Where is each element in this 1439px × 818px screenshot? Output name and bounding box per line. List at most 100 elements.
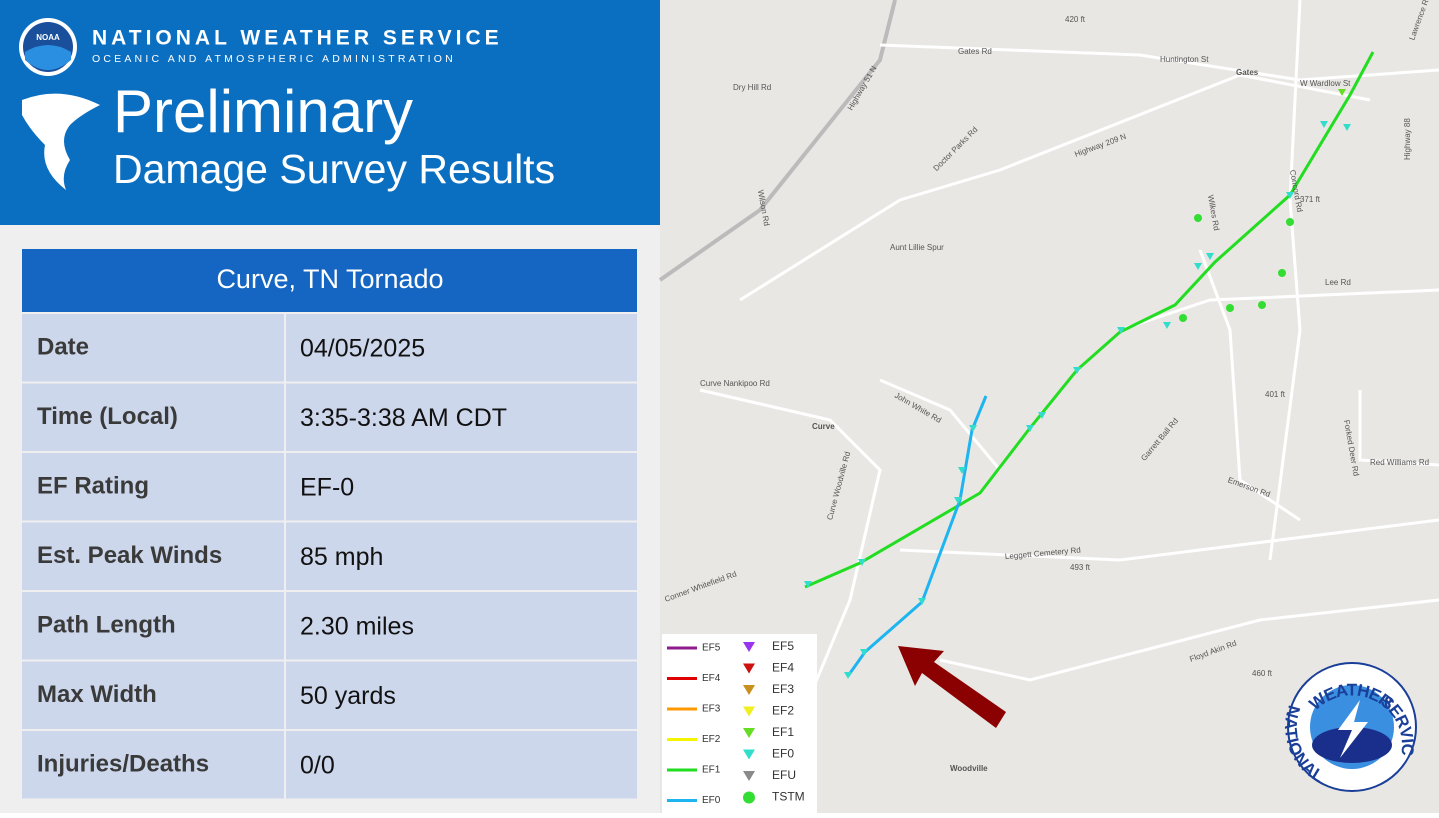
tstm-point bbox=[1179, 314, 1187, 322]
map-label: Huntington St bbox=[1160, 55, 1209, 64]
table-header bbox=[22, 249, 637, 312]
tstm-point bbox=[1258, 301, 1266, 309]
row-value: 2.30 miles bbox=[300, 613, 414, 641]
legend-label: EF3 bbox=[702, 704, 721, 715]
tstm-point bbox=[1226, 304, 1234, 312]
row-label: EF Rating bbox=[37, 472, 149, 499]
damage-point bbox=[1026, 425, 1034, 432]
sub-agency: OCEANIC AND ATMOSPHERIC ADMINISTRATION bbox=[92, 53, 456, 65]
legend-items: EF5 EF4 EF3 EF2 EF1 EF0 EF5 EF4 EF3 EF2 EF1 EF0 EFU T… bbox=[667, 639, 805, 806]
arrow bbox=[898, 646, 1006, 728]
legend-label: EF3 bbox=[772, 682, 794, 696]
legend-label: EFU bbox=[772, 768, 796, 782]
table-cell bbox=[22, 522, 284, 590]
table-cell bbox=[286, 592, 637, 660]
table-cell bbox=[22, 383, 284, 451]
roads bbox=[658, 0, 1439, 721]
legend-label: EF2 bbox=[702, 734, 721, 745]
damage-point bbox=[1073, 367, 1081, 374]
row-label: Date bbox=[37, 333, 89, 360]
damage-point bbox=[954, 497, 962, 504]
row-value: 50 yards bbox=[300, 682, 396, 710]
noaa-text: NOAA bbox=[36, 33, 60, 42]
legend-label: EF4 bbox=[772, 661, 794, 675]
map-label: 493 ft bbox=[1070, 563, 1091, 572]
legend-label: EF1 bbox=[702, 765, 721, 776]
map-label: Highway 88 bbox=[1403, 118, 1412, 160]
tstm-point bbox=[1278, 269, 1286, 277]
damage-point bbox=[1338, 89, 1346, 96]
survey-points bbox=[804, 89, 1351, 679]
map-label: Gates bbox=[1236, 68, 1259, 77]
noaa-wave bbox=[25, 45, 71, 70]
row-label: Time (Local) bbox=[37, 403, 178, 430]
row-label: Path Length bbox=[37, 611, 176, 638]
legend-swatch bbox=[743, 706, 755, 717]
table-cell bbox=[286, 522, 637, 590]
table-title: Curve, TN Tornado bbox=[216, 264, 443, 294]
damage-point bbox=[858, 559, 866, 566]
legend-swatch bbox=[743, 663, 755, 674]
map-label: 460 ft bbox=[1252, 669, 1273, 678]
map-label: Woodville bbox=[950, 764, 988, 773]
legend-swatch bbox=[743, 728, 755, 738]
row-value: 0/0 bbox=[300, 752, 335, 780]
damage-point bbox=[844, 672, 852, 679]
legend-label: TSTM bbox=[772, 790, 805, 804]
table-cell bbox=[286, 661, 637, 729]
row-label: Max Width bbox=[37, 681, 157, 708]
damage-point bbox=[860, 649, 868, 656]
nws-bolt bbox=[1338, 700, 1368, 758]
row-value: 85 mph bbox=[300, 543, 383, 571]
agency: NATIONAL WEATHER SERVICE bbox=[92, 27, 503, 50]
table-cell bbox=[22, 731, 284, 799]
map-label: Red Williams Rd bbox=[1370, 458, 1429, 467]
damage-point bbox=[1343, 124, 1351, 131]
damage-point bbox=[1117, 327, 1125, 334]
damage-point bbox=[1206, 253, 1214, 260]
legend-swatch bbox=[743, 771, 755, 781]
row-value: 04/05/2025 bbox=[300, 335, 425, 363]
damage-point bbox=[1163, 322, 1171, 329]
table-cell bbox=[22, 661, 284, 729]
legend-swatch bbox=[743, 685, 755, 695]
table-cell bbox=[286, 314, 637, 382]
legend-label: EF0 bbox=[702, 795, 721, 806]
header-band bbox=[0, 0, 660, 225]
map-label: 401 ft bbox=[1265, 390, 1286, 399]
table-cell bbox=[22, 314, 284, 382]
map-label: Curve bbox=[812, 422, 835, 431]
map-label: 371 ft bbox=[1300, 195, 1321, 204]
legend-swatch bbox=[743, 749, 755, 760]
tornado-icon bbox=[22, 93, 100, 190]
legend bbox=[662, 634, 817, 813]
damage-point bbox=[1038, 412, 1046, 419]
title: Preliminary bbox=[113, 78, 413, 145]
map-label: Aunt Lillie Spur bbox=[890, 243, 944, 252]
legend-label: EF5 bbox=[702, 643, 721, 654]
map-label: Lee Rd bbox=[1325, 278, 1351, 287]
subtitle: Damage Survey Results bbox=[113, 146, 555, 192]
row-label: Est. Peak Winds bbox=[37, 542, 222, 569]
map-label: W Wardlow St bbox=[1300, 79, 1351, 88]
table-cell bbox=[22, 453, 284, 521]
tstm-point bbox=[1194, 214, 1202, 222]
row-value: 3:35-3:38 AM CDT bbox=[300, 404, 507, 432]
nws-cloud bbox=[1312, 727, 1392, 763]
legend-label: EF1 bbox=[772, 725, 794, 739]
table-cell bbox=[286, 453, 637, 521]
map-label: Dry Hill Rd bbox=[733, 83, 771, 92]
row-value: EF-0 bbox=[300, 474, 354, 502]
table-cell bbox=[22, 592, 284, 660]
map-label: 420 ft bbox=[1065, 15, 1086, 24]
legend-label: EF0 bbox=[772, 747, 794, 761]
damage-point bbox=[804, 581, 812, 588]
table-cell bbox=[286, 383, 637, 451]
map-label: Curve Nankipoo Rd bbox=[700, 379, 770, 388]
legend-swatch bbox=[743, 791, 755, 804]
ef0-track bbox=[846, 395, 988, 677]
map-label: Gates Rd bbox=[958, 47, 992, 56]
damage-point bbox=[1286, 192, 1294, 199]
